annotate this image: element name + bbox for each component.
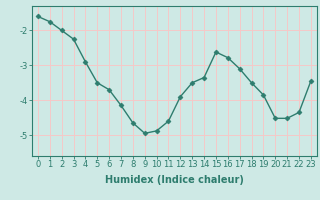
X-axis label: Humidex (Indice chaleur): Humidex (Indice chaleur) bbox=[105, 175, 244, 185]
